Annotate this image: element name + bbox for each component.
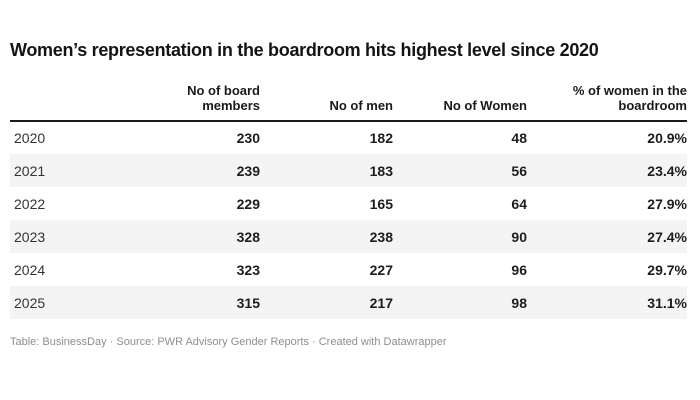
value-cell: 328: [236, 228, 260, 245]
value-cell: 20.9%: [647, 130, 687, 146]
value-cell: 229: [236, 195, 260, 212]
value-cell: 227: [369, 261, 393, 278]
year-cell: 2025: [14, 294, 46, 311]
header-label: No of men: [329, 98, 393, 113]
value-cell: 98: [511, 294, 527, 311]
table-row: 2024 323 227 96 29.7%: [10, 253, 687, 286]
value-cell: 96: [511, 261, 527, 278]
value-cell: 29.7%: [647, 261, 687, 278]
data-table: No of board members No of men No of Wome…: [10, 83, 687, 319]
value-cell: 64: [511, 195, 527, 212]
value-cell: 315: [236, 294, 260, 311]
value-cell: 165: [369, 195, 393, 212]
table-row: 2023 328 238 90 27.4%: [10, 220, 687, 253]
table-row: 2025 315 217 98 31.1%: [10, 286, 687, 319]
value-cell: 48: [511, 130, 527, 146]
table-header-row: No of board members No of men No of Wome…: [10, 83, 687, 121]
year-cell: 2021: [14, 162, 46, 179]
year-cell: 2022: [14, 195, 46, 212]
header-cell-men: No of men: [260, 83, 393, 121]
header-label: No of board members: [187, 83, 260, 113]
table-body: 2020 230 182 48 20.9% 2021 239 183 56 23.4% 2022 22…: [10, 121, 687, 319]
value-cell: 217: [369, 294, 393, 311]
header-cell-board-members: No of board members: [100, 83, 260, 121]
year-cell: 2023: [14, 228, 46, 245]
value-cell: 27.4%: [647, 228, 687, 245]
table-row: 2021 239 183 56 23.4%: [10, 154, 687, 187]
table-row: 2022 229 165 64 27.9%: [10, 187, 687, 220]
footer-attribution: Table: BusinessDay · Source: PWR Advisor…: [10, 336, 447, 348]
header-cell-women: No of Women: [393, 83, 527, 121]
value-cell: 230: [236, 130, 260, 146]
header-cell-year: [10, 83, 100, 121]
year-cell: 2024: [14, 261, 46, 278]
value-cell: 238: [369, 228, 393, 245]
table-row: 2020 230 182 48 20.9%: [10, 121, 687, 154]
year-cell: 2020: [14, 130, 46, 146]
value-cell: 182: [369, 130, 393, 146]
value-cell: 183: [369, 162, 393, 179]
value-cell: 239: [236, 162, 260, 179]
value-cell: 323: [236, 261, 260, 278]
value-cell: 31.1%: [647, 294, 687, 311]
value-cell: 27.9%: [647, 195, 687, 212]
chart-title: Women’s representation in the boardroom …: [10, 40, 599, 60]
value-cell: 56: [511, 162, 527, 179]
header-label: % of women in the boardroom: [572, 83, 687, 113]
header-cell-pct-women: % of women in the boardroom: [527, 83, 687, 121]
header-label: No of Women: [443, 98, 527, 113]
value-cell: 23.4%: [647, 162, 687, 179]
value-cell: 90: [511, 228, 527, 245]
